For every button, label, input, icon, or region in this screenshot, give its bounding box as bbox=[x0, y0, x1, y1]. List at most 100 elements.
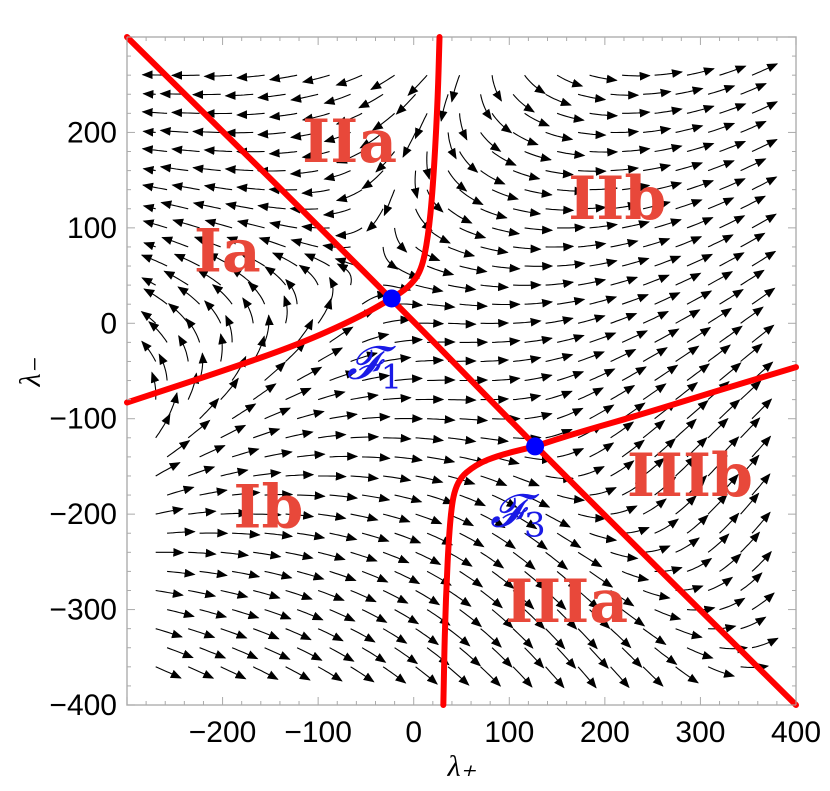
stream-line bbox=[422, 151, 432, 180]
stream-line bbox=[199, 609, 228, 619]
stream-line bbox=[480, 435, 509, 445]
stream-line bbox=[161, 236, 189, 248]
stream-line bbox=[382, 590, 409, 604]
stream-line bbox=[329, 532, 358, 542]
stream-line bbox=[301, 150, 330, 161]
stream-line bbox=[264, 314, 274, 343]
stream-line bbox=[621, 479, 647, 496]
stream-line bbox=[621, 609, 646, 627]
stream-line bbox=[621, 220, 650, 229]
stream-line bbox=[415, 284, 444, 294]
stream-line bbox=[318, 512, 347, 521]
stream-line bbox=[382, 551, 410, 564]
stream-line bbox=[448, 319, 477, 329]
stream-line bbox=[459, 189, 484, 205]
stream-line bbox=[415, 513, 443, 525]
stream-line bbox=[166, 609, 195, 619]
x-tick-label: −100 bbox=[284, 716, 352, 749]
stream-line bbox=[686, 436, 708, 458]
stream-line bbox=[751, 250, 777, 267]
stream-line bbox=[296, 647, 323, 661]
stream-line bbox=[220, 467, 249, 477]
stream-line bbox=[415, 434, 445, 444]
region-label-Ib: Ib bbox=[233, 472, 303, 542]
stream-line bbox=[239, 252, 265, 267]
stream-line bbox=[707, 122, 736, 133]
stream-line bbox=[610, 590, 635, 607]
stream-line bbox=[142, 165, 156, 175]
stream-line bbox=[751, 213, 777, 229]
stream-line bbox=[480, 208, 508, 220]
stream-line bbox=[335, 227, 363, 240]
stream-line bbox=[557, 186, 586, 196]
region-label-IIb: IIb bbox=[568, 164, 666, 234]
stream-line bbox=[622, 145, 651, 155]
stream-line bbox=[642, 666, 664, 687]
stream-line bbox=[155, 628, 183, 639]
stream-line bbox=[707, 576, 734, 592]
stream-line bbox=[415, 356, 445, 365]
stream-line bbox=[740, 616, 767, 630]
stream-line bbox=[187, 465, 216, 477]
stream-line bbox=[143, 241, 156, 251]
stream-line bbox=[317, 389, 346, 401]
stream-line bbox=[253, 628, 280, 640]
stream-line bbox=[410, 170, 420, 199]
stream-line bbox=[719, 512, 740, 534]
stream-line bbox=[301, 112, 330, 123]
stream-line bbox=[459, 227, 487, 239]
stream-line bbox=[589, 404, 615, 420]
stream-line bbox=[447, 666, 470, 686]
stream-line bbox=[142, 203, 156, 213]
stream-line bbox=[740, 232, 766, 248]
stream-line bbox=[350, 432, 380, 442]
fixed-point-label-F1: 𝓕1 bbox=[347, 335, 403, 397]
stream-line bbox=[480, 590, 503, 609]
stream-line bbox=[751, 592, 775, 611]
stream-line bbox=[285, 387, 312, 401]
stream-line bbox=[155, 506, 184, 515]
stream-line bbox=[167, 568, 196, 578]
stream-line bbox=[556, 150, 586, 159]
stream-line bbox=[459, 532, 485, 548]
stream-line bbox=[447, 132, 457, 160]
stream-line bbox=[707, 160, 735, 172]
stream-line bbox=[675, 666, 699, 684]
stream-line bbox=[247, 281, 266, 305]
stream-line bbox=[621, 439, 645, 458]
stream-line bbox=[719, 103, 747, 114]
x-tick-label: 400 bbox=[771, 716, 821, 749]
stream-line bbox=[621, 570, 650, 583]
stream-line bbox=[556, 334, 585, 343]
stream-line bbox=[556, 609, 578, 630]
stream-line bbox=[322, 208, 351, 219]
stream-line bbox=[621, 257, 650, 267]
stream-line bbox=[188, 628, 216, 639]
stream-line bbox=[297, 491, 326, 501]
stream-line bbox=[317, 551, 346, 561]
stream-line bbox=[545, 352, 574, 363]
stream-line bbox=[231, 609, 260, 620]
stream-line bbox=[166, 392, 179, 419]
stream-line bbox=[589, 442, 615, 458]
stream-line bbox=[350, 392, 379, 401]
stream-line bbox=[512, 628, 534, 649]
stream-line bbox=[225, 314, 234, 343]
region-label-Ia: Ia bbox=[194, 217, 261, 287]
stream-line bbox=[675, 382, 699, 401]
stream-line bbox=[512, 131, 539, 146]
stream-line bbox=[203, 72, 233, 81]
separatrix-curves bbox=[124, 34, 799, 708]
stream-line bbox=[740, 269, 765, 286]
stream-line bbox=[140, 254, 168, 267]
stream-line bbox=[236, 219, 265, 229]
stream-line bbox=[675, 628, 703, 640]
fixed-point-F3 bbox=[526, 437, 545, 456]
stream-line bbox=[296, 409, 325, 420]
stream-line bbox=[225, 201, 254, 211]
stream-line bbox=[545, 513, 571, 528]
stream-line bbox=[361, 647, 387, 663]
stream-line bbox=[740, 158, 767, 172]
stream-line bbox=[264, 266, 287, 286]
stream-line bbox=[578, 167, 607, 176]
